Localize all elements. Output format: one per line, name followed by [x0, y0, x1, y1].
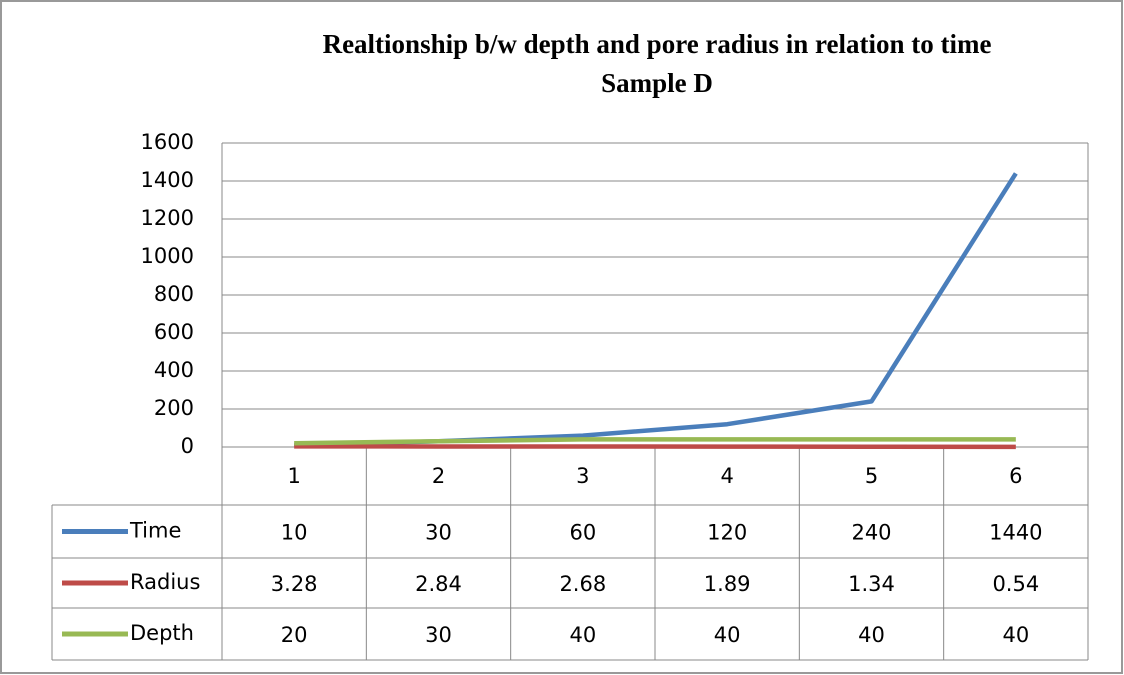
table-value: 40 [858, 623, 885, 647]
legend-label: Depth [130, 621, 194, 645]
table-value: 30 [425, 521, 452, 545]
table-value: 40 [714, 623, 741, 647]
chart-subtitle: Sample D [601, 68, 713, 98]
legend-label: Radius [130, 570, 200, 594]
table-value: 120 [707, 521, 747, 545]
y-tick-label: 0 [181, 434, 194, 458]
table-value: 30 [425, 623, 452, 647]
x-tick-label: 3 [576, 464, 589, 488]
y-tick-label: 400 [154, 358, 194, 382]
table-value: 60 [569, 521, 596, 545]
table-value: 1.89 [704, 572, 751, 596]
chart-title: Realtionship b/w depth and pore radius i… [323, 29, 992, 59]
x-tick-label: 6 [1009, 464, 1022, 488]
y-tick-label: 200 [154, 396, 194, 420]
series-line [294, 444, 1016, 450]
table-value: 1.34 [848, 572, 895, 596]
table-value: 1440 [989, 521, 1042, 545]
legend-label: Time [129, 519, 181, 543]
table-value: 3.28 [271, 572, 318, 596]
table-value: 10 [281, 521, 308, 545]
y-tick-label: 1000 [141, 244, 194, 268]
table-value: 40 [1002, 623, 1029, 647]
y-tick-label: 600 [154, 320, 194, 344]
x-tick-label: 5 [865, 464, 878, 488]
y-tick-label: 800 [154, 282, 194, 306]
y-tick-label: 1200 [141, 206, 194, 230]
table-value: 2.68 [559, 572, 606, 596]
table-value: 2.84 [415, 572, 462, 596]
series-line [294, 437, 1016, 446]
table-value: 40 [569, 623, 596, 647]
table-value: 240 [851, 521, 891, 545]
y-tick-label: 1400 [141, 168, 194, 192]
x-tick-label: 4 [720, 464, 733, 488]
table-value: 0.54 [992, 572, 1039, 596]
table-value: 20 [281, 623, 308, 647]
y-tick-label: 1600 [141, 130, 194, 154]
x-tick-label: 2 [432, 464, 445, 488]
x-tick-label: 1 [287, 464, 300, 488]
